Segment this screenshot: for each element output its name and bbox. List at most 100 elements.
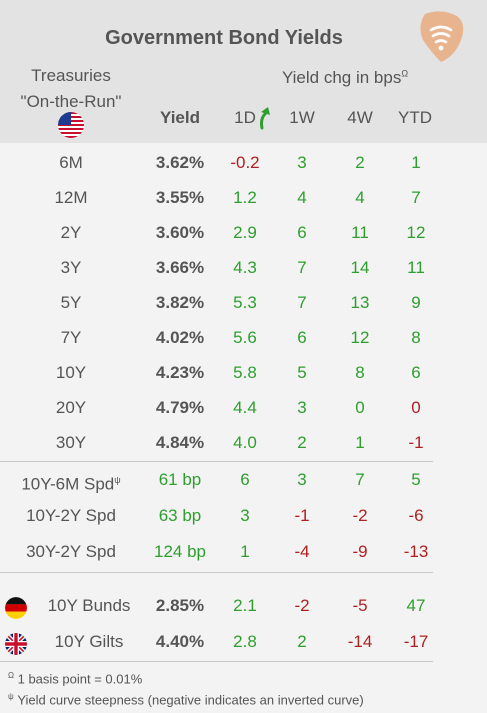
tenor-label: 20Y [55, 398, 87, 417]
yield-change-label: Yield chg in bps [281, 68, 402, 87]
tenor-label: 7Y [60, 328, 82, 347]
change-4w: 1 [355, 433, 365, 452]
table-row: 2Y 3.60% 2.9 6 11 12 [0, 216, 487, 250]
yield-value: 4.02% [155, 328, 205, 347]
spread-row: 30Y-2Y Spd 124 bp 1 -4 -9 -13 [0, 535, 487, 569]
yield-value: 2.85% [155, 596, 205, 615]
table-row: 10Y 4.23% 5.8 5 8 6 [0, 356, 487, 390]
change-ytd: 0 [411, 398, 421, 417]
table-row: 6M 3.62% -0.2 3 2 1 [0, 146, 487, 180]
table-row: 12M 3.55% 1.2 4 4 7 [0, 181, 487, 215]
spread-label: 30Y-2Y Spd [26, 542, 116, 561]
footnote-symbol: ψ [8, 692, 14, 701]
change-4w: 8 [355, 363, 365, 382]
change-1d: -0.2 [230, 153, 260, 172]
change-ytd: 12 [406, 223, 426, 242]
change-1w: 6 [297, 223, 307, 242]
change-1d: 5.8 [233, 363, 257, 382]
change-1w: 6 [297, 328, 307, 347]
col-header-ytd: YTD [398, 108, 432, 127]
change-1d: 1 [240, 542, 250, 561]
us-flag-icon [58, 112, 84, 138]
change-ytd: 6 [411, 363, 421, 382]
spread-value: 61 bp [158, 470, 202, 489]
logo-icon [420, 11, 464, 62]
table-row: 3Y 3.66% 4.3 7 14 11 [0, 251, 487, 285]
yield-value: 3.66% [155, 258, 205, 277]
yield-value: 4.40% [155, 632, 205, 651]
change-1d: 4.4 [233, 398, 257, 417]
change-4w: 12 [350, 328, 370, 347]
spread-row: 10Y-6M Spdψ 61 bp 6 3 7 5 [0, 463, 487, 497]
change-1w: 3 [297, 153, 307, 172]
change-1d: 2.9 [233, 223, 257, 242]
change-4w: -9 [352, 542, 368, 561]
tenor-label: 6M [59, 153, 83, 172]
change-1d: 3 [240, 506, 250, 525]
change-1w: 5 [297, 363, 307, 382]
spread-footnote-mark: ψ [114, 475, 121, 485]
change-ytd: -13 [403, 542, 429, 561]
spread-row: 10Y-2Y Spd 63 bp 3 -1 -2 -6 [0, 499, 487, 533]
table-row: 20Y 4.79% 4.4 3 0 0 [0, 391, 487, 425]
change-1w: 2 [297, 433, 307, 452]
table-row: 30Y 4.84% 4.0 2 1 -1 [0, 426, 487, 460]
change-4w: 11 [351, 223, 369, 242]
yield-change-footnote-mark: Ω [401, 68, 409, 79]
change-1w: 7 [297, 258, 307, 277]
change-ytd: 5 [411, 470, 421, 489]
change-1d: 5.6 [233, 328, 257, 347]
table-row: 5Y 3.82% 5.3 7 13 9 [0, 286, 487, 320]
yield-value: 3.55% [155, 188, 205, 207]
divider [0, 572, 433, 573]
divider [0, 461, 433, 462]
change-1d: 4.3 [233, 258, 257, 277]
global-bond-row: 10Y Gilts 4.40% 2.8 2 -14 -17 [0, 625, 487, 659]
change-1w: 2 [297, 632, 307, 651]
change-ytd: 1 [411, 153, 421, 172]
change-4w: -2 [352, 506, 368, 525]
change-4w: 4 [355, 188, 365, 207]
change-4w: 2 [355, 153, 365, 172]
spread-label: 10Y-6M Spdψ [0, 463, 142, 502]
footnote-symbol: Ω [8, 671, 14, 680]
change-1d: 2.1 [233, 596, 257, 615]
yield-value: 3.62% [155, 153, 205, 172]
col-header-1d: 1D [234, 108, 256, 127]
yield-value: 4.23% [155, 363, 205, 382]
bond-label: 10Y Bunds [47, 596, 131, 615]
tenor-label: 10Y [55, 363, 87, 382]
change-4w: 13 [350, 293, 370, 312]
change-1w: 7 [297, 293, 307, 312]
col-header-1w: 1W [289, 108, 315, 127]
change-1d: 4.0 [233, 433, 257, 452]
change-4w: 0 [355, 398, 365, 417]
yield-change-heading: Yield chg in bpsΩ [230, 68, 460, 88]
spread-label-text: 10Y-6M Spd [21, 474, 115, 494]
change-1d: 5.3 [233, 293, 257, 312]
change-ytd: 9 [411, 293, 421, 312]
footnote-basis-point: Ω 1 basis point = 0.01% [8, 671, 142, 686]
col-header-4w: 4W [347, 108, 373, 127]
change-1w: -2 [294, 596, 310, 615]
page-title: Government Bond Yields [105, 27, 343, 49]
tenor-label: 5Y [60, 293, 82, 312]
change-ytd: -6 [408, 506, 424, 525]
spread-value: 63 bp [158, 506, 202, 525]
change-1w: 4 [297, 188, 307, 207]
col-header-yield: Yield [160, 108, 200, 127]
yield-value: 4.84% [155, 433, 205, 452]
change-ytd: -17 [403, 632, 429, 651]
table-row: 7Y 4.02% 5.6 6 12 8 [0, 321, 487, 355]
yield-value: 3.60% [155, 223, 205, 242]
tenor-label: 2Y [60, 223, 82, 242]
change-1w: 3 [297, 398, 307, 417]
change-4w: 7 [355, 470, 365, 489]
change-ytd: -1 [408, 433, 424, 452]
yield-value: 3.82% [155, 293, 205, 312]
bond-label: 10Y Gilts [54, 632, 124, 651]
tenor-label: 3Y [60, 258, 82, 277]
change-ytd: 47 [406, 596, 426, 615]
footnote-text: 1 basis point = 0.01% [17, 671, 143, 687]
tenor-label: 30Y [55, 433, 87, 452]
